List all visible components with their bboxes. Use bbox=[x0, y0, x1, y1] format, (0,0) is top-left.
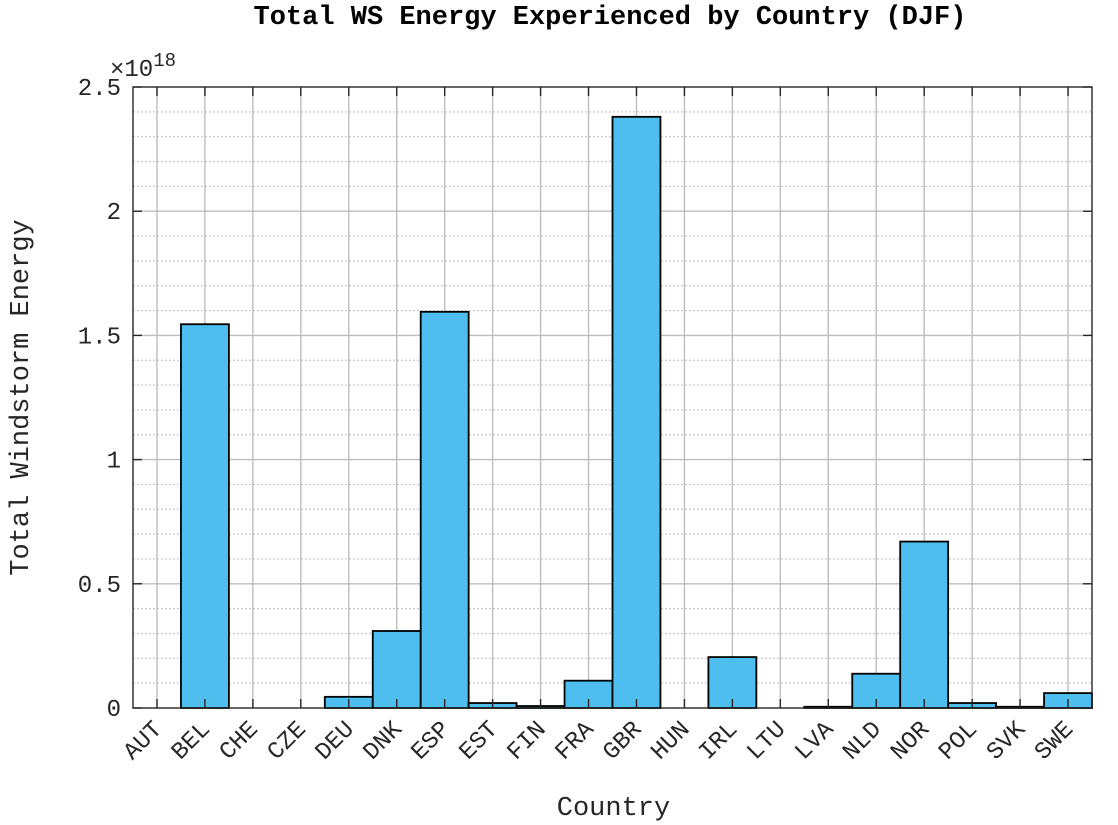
y-tick-labels: 0 0.5 1 1.5 2 2.5 bbox=[78, 76, 121, 724]
y-tick-label: 0 bbox=[107, 697, 121, 724]
y-axis-exponent-power: 18 bbox=[153, 50, 176, 72]
x-axis-label: Country bbox=[557, 794, 670, 824]
y-tick-label: 2 bbox=[107, 200, 121, 227]
x-tick-label: BEL bbox=[167, 717, 217, 767]
bar-esp bbox=[419, 310, 470, 709]
x-tick-label: HUN bbox=[646, 717, 696, 767]
x-tick-label: GBR bbox=[598, 717, 648, 767]
y-tick-label: 1.5 bbox=[78, 324, 121, 351]
x-tick-label: LVA bbox=[790, 716, 840, 766]
y-axis-exponent: ×1018 bbox=[110, 50, 176, 84]
x-tick-label: SWE bbox=[1030, 717, 1080, 767]
bar-nor bbox=[899, 540, 950, 709]
bars bbox=[180, 115, 1093, 709]
grid bbox=[133, 87, 1092, 708]
x-tick-label: POL bbox=[934, 717, 984, 767]
x-tick-label: FRA bbox=[551, 716, 601, 766]
x-tick-label: CZE bbox=[263, 717, 313, 767]
x-tick-label: DNK bbox=[359, 716, 409, 766]
bar-dnk bbox=[371, 630, 422, 709]
x-tick-label: NOR bbox=[886, 717, 936, 767]
x-tick-labels: AUTBELCHECZEDEUDNKESPESTFINFRAGBRHUNIRLL… bbox=[119, 716, 1080, 766]
bar-bel bbox=[180, 323, 230, 709]
x-tick-label: SVK bbox=[982, 716, 1032, 766]
x-tick-label: LTU bbox=[742, 717, 792, 767]
y-tick-label: 2.5 bbox=[78, 76, 121, 103]
x-tick-label: DEU bbox=[311, 717, 361, 767]
y-tick-label: 1 bbox=[107, 449, 121, 476]
y-tick-label: 0.5 bbox=[78, 573, 121, 600]
y-axis-exponent-base: ×10 bbox=[110, 57, 153, 84]
x-tick-label: FIN bbox=[503, 717, 553, 767]
x-tick-label: IRL bbox=[694, 717, 744, 767]
chart-title: Total WS Energy Experienced by Country (… bbox=[254, 3, 967, 33]
x-tick-label: NLD bbox=[838, 717, 888, 767]
x-tick-label: CHE bbox=[215, 717, 265, 767]
y-axis-label: Total Windstorm Energy bbox=[7, 219, 37, 575]
plot-frame bbox=[132, 86, 1093, 709]
x-tick-label: ESP bbox=[407, 717, 457, 767]
x-tick-label: EST bbox=[455, 717, 505, 767]
x-tick-label: AUT bbox=[119, 717, 169, 767]
bar-gbr bbox=[611, 115, 662, 709]
axes bbox=[132, 86, 1093, 709]
